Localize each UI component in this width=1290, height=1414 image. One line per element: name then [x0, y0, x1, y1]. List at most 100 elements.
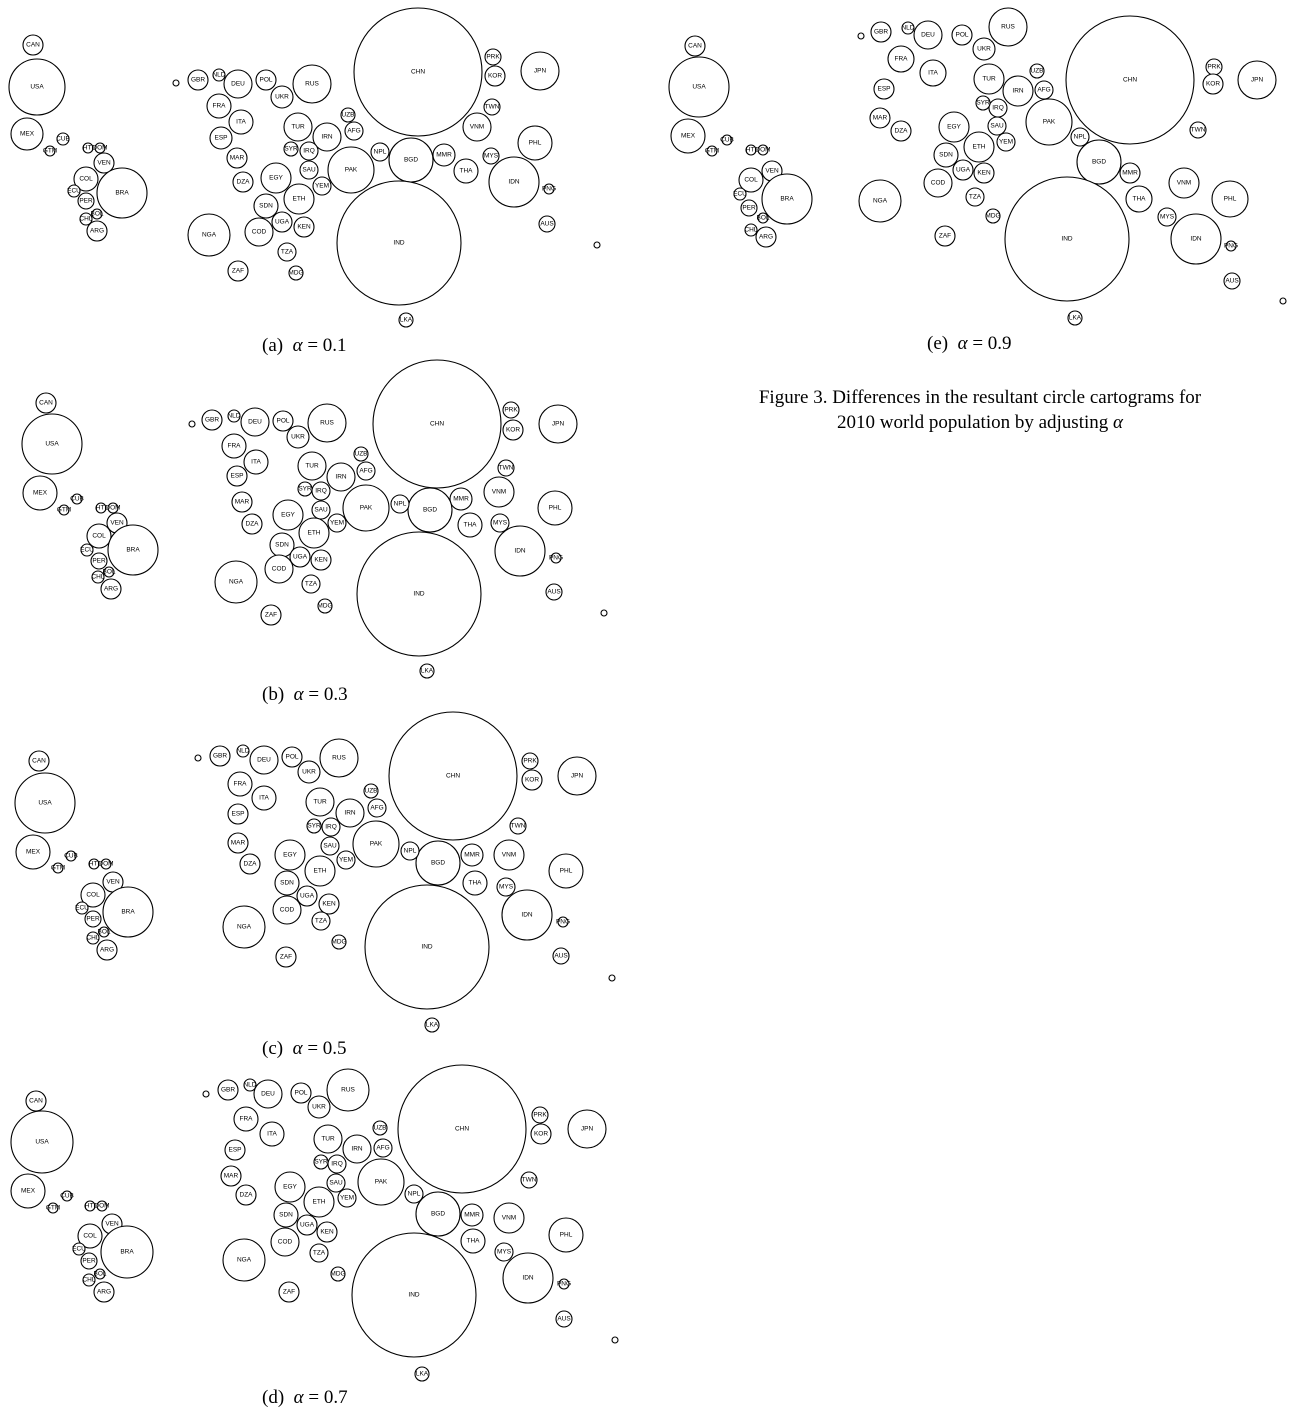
country-label-ind: IND [1061, 236, 1073, 243]
country-circle-usa [668, 56, 730, 118]
country-label-yem: YEM [339, 857, 353, 864]
country-circle-gtm [706, 145, 718, 157]
cartogram-panel-d: CAN USA MEX CUB GTM HTI DOM VEN COL BRA … [0, 1060, 640, 1385]
country-label-ita: ITA [236, 119, 246, 126]
country-label-nga: NGA [237, 1257, 252, 1264]
country-circle-zaf [275, 946, 297, 968]
country-label-pak: PAK [375, 1179, 388, 1186]
country-label-col: COL [744, 177, 758, 184]
panel-caption-d: (d) α = 0.7 [262, 1387, 348, 1409]
country-circle-tha [1125, 185, 1153, 213]
country-circle-uga [952, 159, 974, 181]
country-label-mdg: MDG [317, 603, 332, 610]
country-circle-eth [304, 855, 336, 887]
country-circle-sdn [933, 142, 959, 168]
country-label-ita: ITA [928, 70, 938, 77]
cartogram-a: CAN USA MEX CUB GTM HTI DOM VEN COL BRA … [8, 7, 601, 328]
panel-caption-c: (c) α = 0.5 [262, 1038, 347, 1060]
country-label-ecu: ECU [67, 188, 81, 195]
country-label-usa: USA [692, 84, 706, 91]
country-circle-lka [414, 1366, 430, 1382]
country-circle-cub [721, 134, 733, 146]
country-circle-uzb [340, 107, 356, 123]
country-circle-per [90, 552, 108, 570]
country-label-zaf: ZAF [265, 612, 277, 619]
panel-label: (d) [262, 1387, 285, 1408]
country-label-mar: MAR [224, 1173, 239, 1180]
country-label-ven: VEN [105, 1221, 119, 1228]
country-circle-per [77, 192, 95, 210]
country-label-per: PER [82, 1258, 96, 1265]
country-label-tha: THA [464, 522, 478, 529]
country-circle-col [86, 523, 112, 549]
country-label-tha: THA [460, 168, 474, 175]
country-circle-mmr [432, 143, 456, 167]
country-circle-nld [227, 409, 241, 423]
country-label-mdg: MDG [985, 213, 1000, 220]
country-circle-bra [107, 524, 159, 576]
country-circle-hti [88, 858, 100, 870]
country-circle-tha [453, 158, 479, 184]
country-label-ind: IND [413, 591, 425, 598]
country-circle-pak [352, 820, 400, 868]
alpha-value: = 0.1 [307, 335, 347, 356]
country-circle-dza [890, 120, 912, 142]
country-label-pol: POL [294, 1090, 307, 1097]
country-label-jpn: JPN [552, 421, 565, 428]
country-label-per: PER [79, 198, 93, 205]
country-label-twn: TWN [522, 1177, 537, 1184]
country-circle-cub [65, 850, 77, 862]
country-circle-twn [520, 1171, 538, 1189]
country-label-gbr: GBR [874, 29, 888, 36]
country-label-nld: NLD [212, 72, 225, 79]
country-circle-uga [271, 211, 293, 233]
country-circle-idn [488, 156, 540, 208]
country-circle-mmr [1119, 162, 1141, 184]
country-circle-mdg [331, 934, 347, 950]
country-circle-vnm [493, 1202, 525, 1234]
country-label-can: CAN [29, 1098, 43, 1105]
country-circle-ken [310, 549, 332, 571]
country-circle-bol [98, 926, 110, 938]
country-circle-hti [82, 142, 94, 154]
country-label-vnm: VNM [502, 1215, 516, 1222]
country-circle-afg [373, 1138, 393, 1158]
country-circle-small [600, 609, 608, 617]
country-circle-kor [530, 1123, 552, 1145]
country-label-mex: MEX [21, 1188, 36, 1195]
country-label-per: PER [742, 205, 756, 212]
country-label-usa: USA [35, 1139, 49, 1146]
country-circle-esp [209, 126, 233, 150]
country-circle-nld [243, 1078, 257, 1092]
country-label-mmr: MMR [436, 152, 452, 159]
country-circle-phl [1211, 180, 1249, 218]
country-circle-tza [965, 187, 985, 207]
country-label-mys: MYS [1160, 214, 1175, 221]
country-circle-small [1279, 297, 1287, 305]
country-label-gbr: GBR [213, 753, 227, 760]
country-label-aus: AUS [1225, 278, 1239, 285]
country-label-mmr: MMR [453, 496, 469, 503]
country-label-bol: BOL [97, 929, 110, 936]
country-circle-ita [259, 1121, 285, 1147]
country-circle-egy [274, 839, 306, 871]
country-circle-bra [761, 173, 813, 225]
country-circle-uga [296, 885, 318, 907]
country-circle-syr [306, 818, 322, 834]
country-label-syr: SYR [298, 486, 312, 493]
country-circle-nld [901, 21, 915, 35]
country-circle-twn [509, 817, 527, 835]
country-label-gtm: GTM [43, 148, 57, 155]
country-circle-fra [221, 433, 247, 459]
country-label-uga: UGA [275, 219, 290, 226]
country-label-ken: KEN [977, 170, 991, 177]
country-circle-rus [988, 7, 1028, 47]
country-label-tza: TZA [281, 249, 294, 256]
country-label-tha: THA [469, 880, 483, 887]
country-circle-tur [313, 1124, 343, 1154]
panel-caption-a: (a) α = 0.1 [262, 335, 347, 357]
country-circle-npl [390, 494, 410, 514]
country-label-cod: COD [280, 907, 295, 914]
country-circle-bra [100, 1225, 154, 1279]
country-label-rus: RUS [1001, 24, 1015, 31]
